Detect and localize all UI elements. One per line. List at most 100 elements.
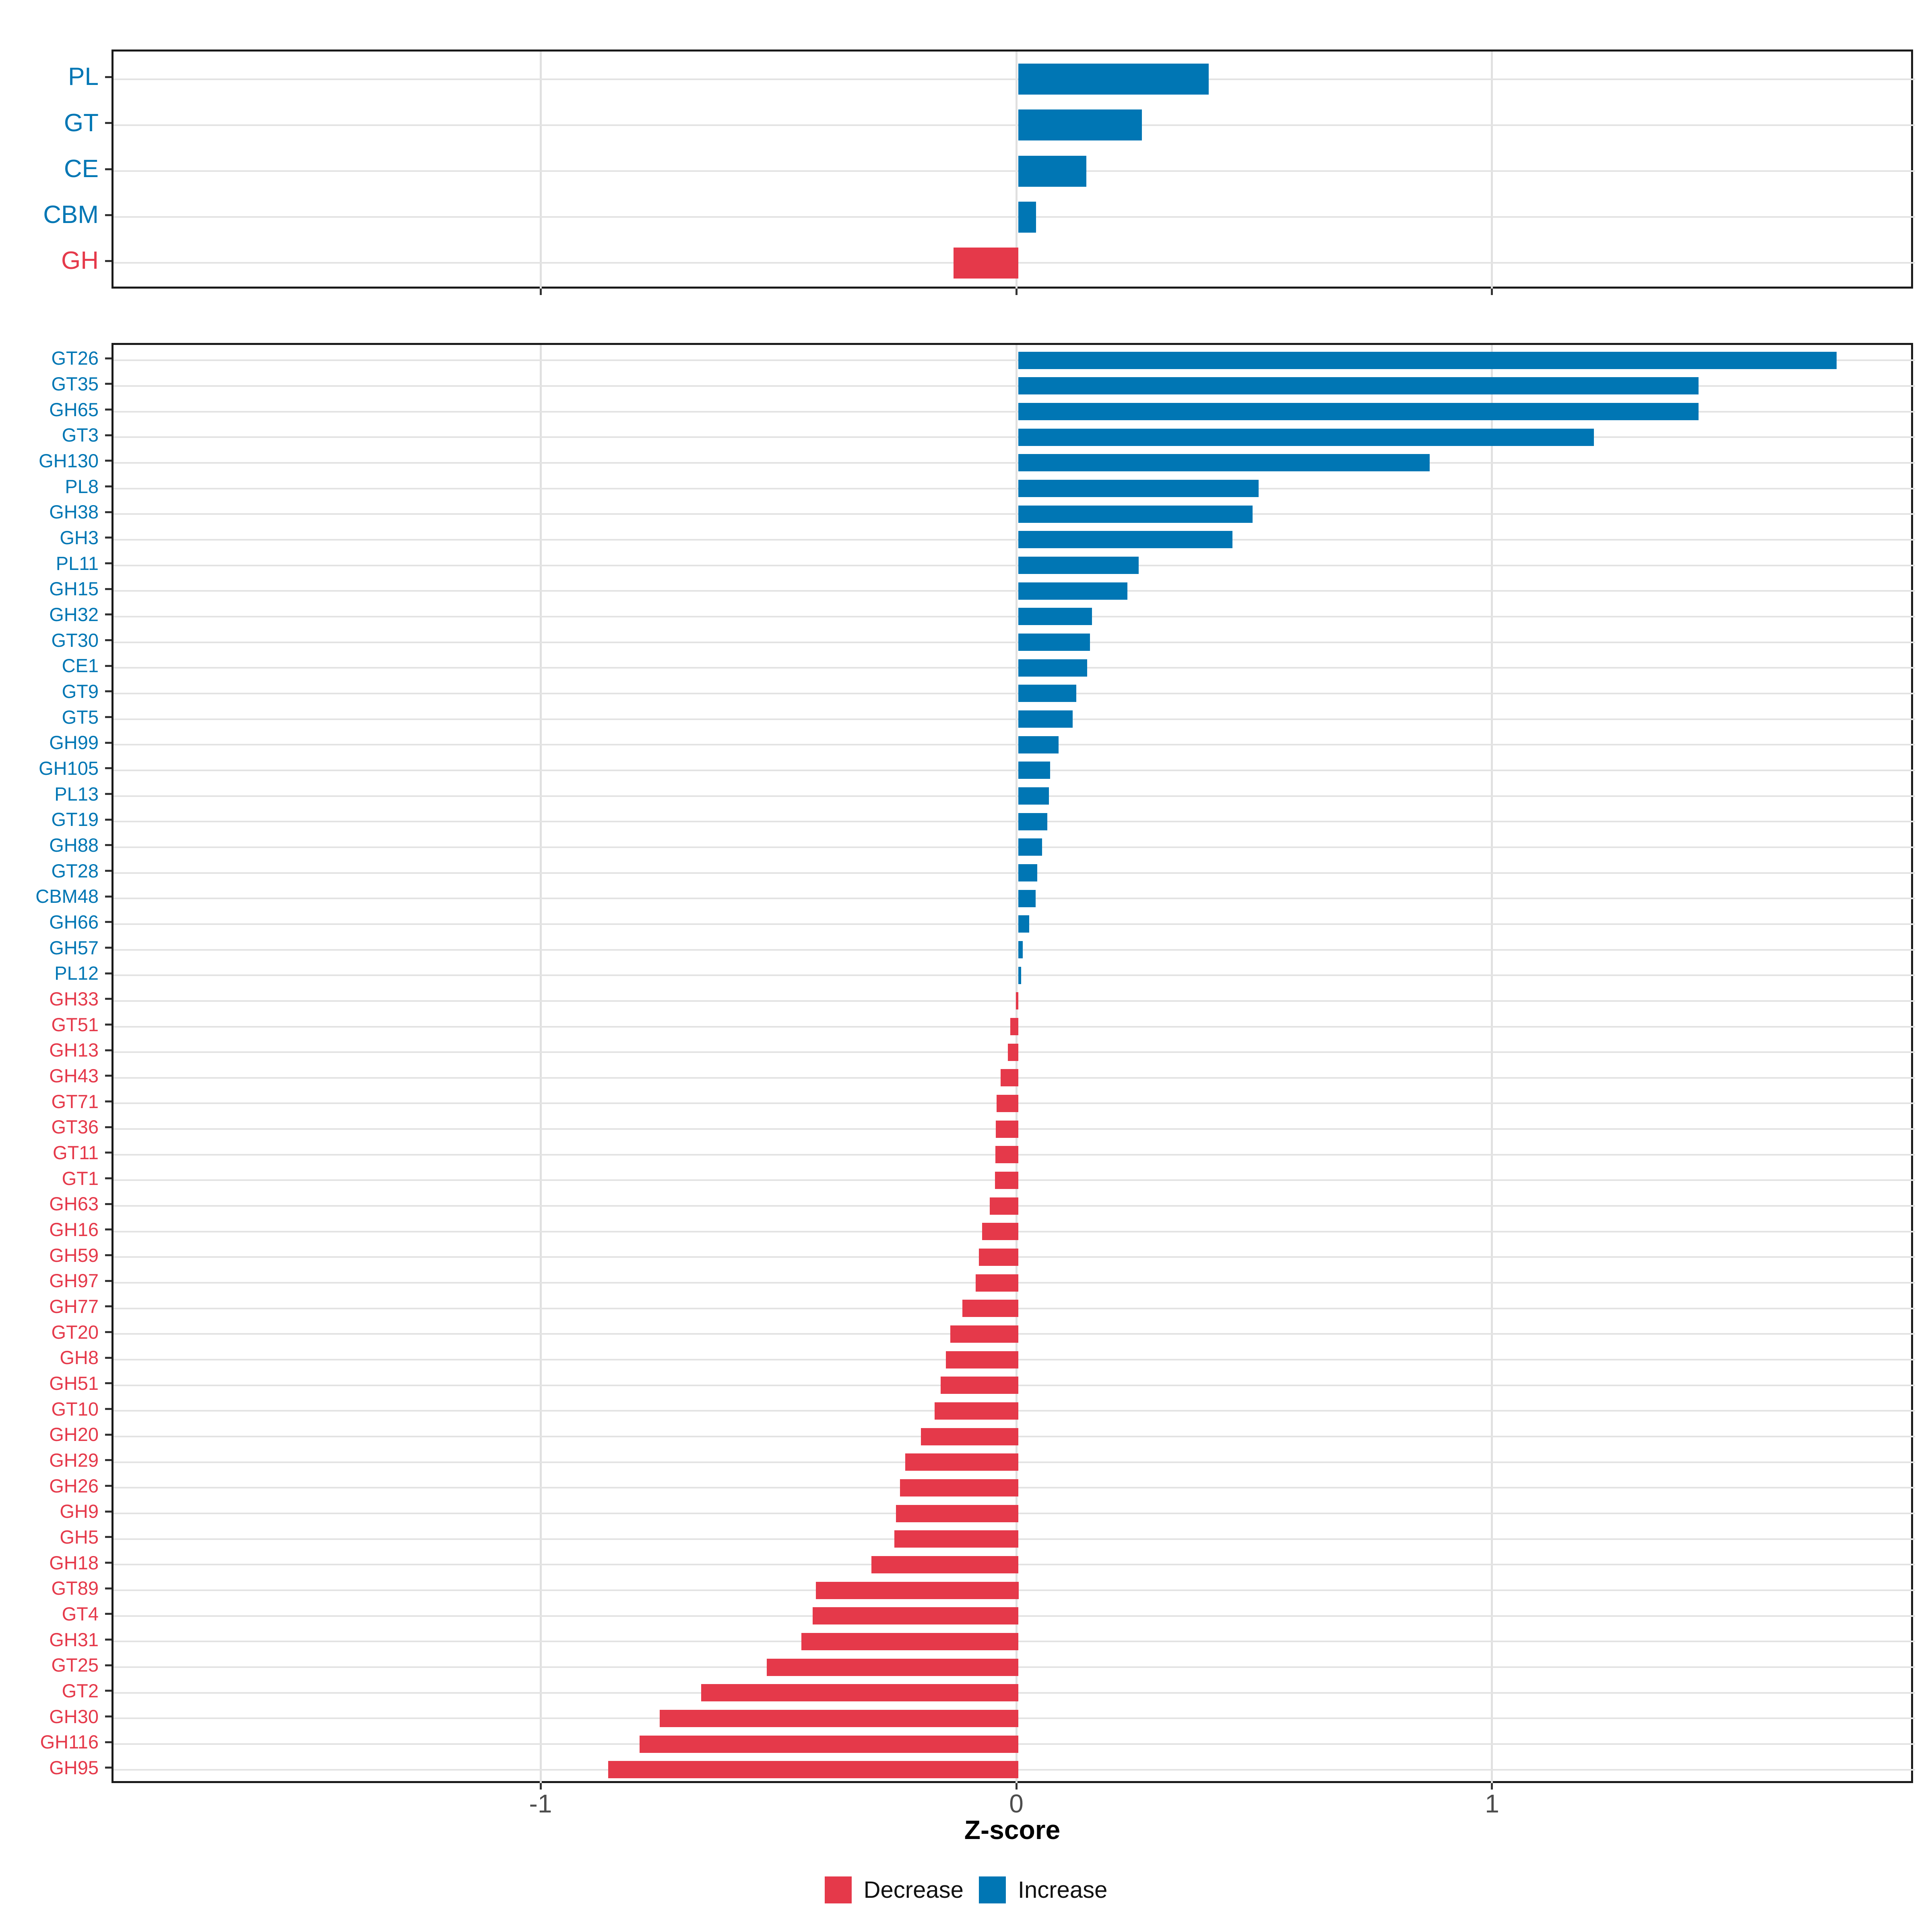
gridline-row xyxy=(114,846,1915,848)
y-tick-GT10 xyxy=(105,1408,111,1410)
y-tick-GT1 xyxy=(105,1177,111,1179)
gridline-row xyxy=(114,872,1915,874)
y-label-GH66: GH66 xyxy=(49,911,99,933)
y-label-GH31: GH31 xyxy=(49,1629,99,1650)
y-tick-GT36 xyxy=(105,1126,111,1128)
y-tick-GH16 xyxy=(105,1228,111,1230)
y-tick-GT71 xyxy=(105,1100,111,1102)
bar-PL8 xyxy=(1018,480,1259,497)
bar-GT19 xyxy=(1018,813,1047,830)
bar-GH13 xyxy=(1008,1044,1018,1061)
y-label-GH59: GH59 xyxy=(49,1245,99,1266)
gridline-row xyxy=(114,170,1915,172)
y-tick-GH116 xyxy=(105,1741,111,1743)
bar-GH57 xyxy=(1018,941,1023,958)
y-label-GT71: GT71 xyxy=(51,1091,99,1112)
bar-PL12 xyxy=(1018,967,1021,984)
gridline-x--1 xyxy=(540,345,542,1785)
legend-item-increase: Increase xyxy=(978,1876,1108,1903)
y-label-GT5: GT5 xyxy=(62,706,99,728)
y-tick-PL11 xyxy=(105,562,111,564)
bar-GT51 xyxy=(1010,1018,1018,1035)
y-label-GH57: GH57 xyxy=(49,937,99,958)
gridline-row xyxy=(114,1000,1915,1002)
y-tick-GH26 xyxy=(105,1485,111,1487)
y-tick-GT30 xyxy=(105,639,111,641)
bar-GH59 xyxy=(979,1249,1018,1266)
bar-GT9 xyxy=(1018,685,1076,702)
y-label-CE: CE xyxy=(64,155,99,183)
y-label-GH29: GH29 xyxy=(49,1449,99,1471)
gridline-row xyxy=(114,513,1915,515)
y-label-GT28: GT28 xyxy=(51,860,99,881)
y-label-GH38: GH38 xyxy=(49,501,99,522)
y-label-GH: GH xyxy=(61,247,99,275)
gridline-row xyxy=(114,718,1915,720)
y-tick-GH8 xyxy=(105,1357,111,1359)
bar-CE xyxy=(1018,156,1086,187)
increase-label: Increase xyxy=(1018,1877,1108,1903)
y-tick-GT89 xyxy=(105,1587,111,1589)
x-tick-label-1: 1 xyxy=(1485,1789,1499,1818)
y-tick-GH30 xyxy=(105,1715,111,1717)
gridline-row xyxy=(114,539,1915,541)
y-label-GT20: GT20 xyxy=(51,1321,99,1343)
y-label-GT: GT xyxy=(64,109,99,137)
bar-GT11 xyxy=(995,1146,1018,1163)
gridline-row xyxy=(114,616,1915,617)
bar-GH66 xyxy=(1018,915,1029,933)
y-label-PL11: PL11 xyxy=(56,553,99,574)
y-label-GT9: GT9 xyxy=(62,681,99,702)
y-label-GH5: GH5 xyxy=(60,1526,99,1548)
gridline-row xyxy=(114,488,1915,489)
bar-GT28 xyxy=(1018,864,1037,881)
bar-GT36 xyxy=(996,1121,1018,1138)
y-tick-GH99 xyxy=(105,742,111,744)
bar-CBM xyxy=(1018,202,1036,233)
bar-GH30 xyxy=(660,1710,1018,1727)
y-label-GT11: GT11 xyxy=(52,1142,99,1163)
gridline-row xyxy=(114,436,1915,438)
y-label-GH26: GH26 xyxy=(49,1475,99,1496)
bar-GT26 xyxy=(1018,352,1837,369)
y-tick-GT26 xyxy=(105,357,111,359)
x-tick-0 xyxy=(1016,1783,1018,1790)
bar-GT1 xyxy=(995,1172,1018,1189)
y-tick-GH57 xyxy=(105,947,111,949)
legend-item-decrease: Decrease xyxy=(824,1876,964,1903)
y-tick-CE xyxy=(105,168,111,170)
y-tick-CBM xyxy=(105,214,111,216)
gridline-row xyxy=(114,565,1915,566)
y-tick-GT11 xyxy=(105,1152,111,1154)
gridline-row xyxy=(114,693,1915,694)
bar-GT10 xyxy=(935,1402,1018,1420)
y-label-GH3: GH3 xyxy=(60,527,99,548)
y-tick-GH9 xyxy=(105,1511,111,1513)
bar-GH8 xyxy=(946,1351,1018,1368)
y-tick-GH59 xyxy=(105,1254,111,1256)
gridline-row xyxy=(114,385,1915,387)
panel-class-summary xyxy=(111,50,1915,291)
y-tick-GH18 xyxy=(105,1562,111,1564)
y-label-GT30: GT30 xyxy=(51,630,99,651)
increase-swatch xyxy=(978,1876,1006,1903)
bar-GH32 xyxy=(1018,608,1092,625)
gridline-row xyxy=(114,667,1915,669)
y-label-GH97: GH97 xyxy=(49,1270,99,1291)
y-tick-GH105 xyxy=(105,767,111,769)
y-label-GH18: GH18 xyxy=(49,1552,99,1573)
y-label-GH65: GH65 xyxy=(49,399,99,420)
gridline-row xyxy=(114,949,1915,951)
x-tick-label-0: 0 xyxy=(1009,1789,1024,1818)
decrease-swatch xyxy=(824,1876,852,1903)
y-label-GH105: GH105 xyxy=(39,758,99,779)
bar-GH38 xyxy=(1018,506,1253,523)
y-label-GH32: GH32 xyxy=(49,604,99,625)
y-tick-PL12 xyxy=(105,972,111,974)
gridline-row xyxy=(114,411,1915,413)
gridline-x-1 xyxy=(1491,345,1493,1785)
y-tick-GH77 xyxy=(105,1305,111,1307)
y-label-GH51: GH51 xyxy=(49,1373,99,1394)
bar-GT4 xyxy=(813,1607,1018,1624)
